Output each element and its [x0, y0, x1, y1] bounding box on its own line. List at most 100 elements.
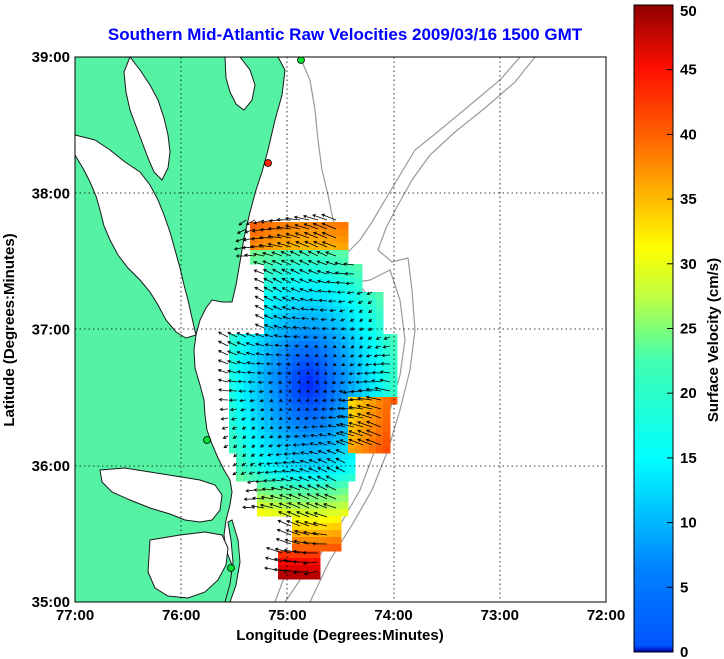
- velocity-vector: [332, 362, 337, 366]
- velocity-cell: [264, 348, 272, 356]
- velocity-vector: [293, 539, 310, 545]
- velocity-cell: [229, 376, 237, 384]
- velocity-vector: [217, 368, 229, 374]
- velocity-cell: [313, 292, 321, 300]
- velocity-vector: [276, 241, 292, 248]
- velocity-cell: [236, 432, 244, 440]
- y-tick-label: 39:00: [32, 49, 70, 66]
- velocity-cell: [355, 327, 363, 335]
- velocity-cell: [264, 453, 272, 461]
- velocity-cell: [327, 355, 335, 363]
- velocity-cell: [383, 432, 391, 440]
- velocity-cell: [271, 439, 279, 447]
- velocity-cell: [341, 502, 349, 510]
- velocity-vector: [288, 493, 301, 500]
- velocity-vector: [290, 268, 301, 275]
- velocity-cell: [320, 390, 328, 398]
- velocity-vector: [261, 487, 274, 491]
- velocity-cell: [383, 355, 391, 363]
- velocity-cell: [278, 460, 286, 468]
- velocity-cell: [376, 411, 384, 419]
- velocity-vector: [314, 353, 319, 357]
- velocity-cell: [348, 264, 356, 272]
- velocity-vector: [309, 307, 319, 312]
- velocity-vector: [326, 280, 337, 284]
- velocity-cell: [271, 229, 279, 237]
- velocity-cell: [320, 313, 328, 321]
- velocity-cell: [390, 334, 398, 342]
- velocity-cell: [362, 320, 370, 328]
- velocity-cell: [271, 334, 279, 342]
- velocity-cell: [243, 348, 251, 356]
- velocity-vector: [320, 317, 328, 322]
- velocity-cell: [306, 334, 314, 342]
- velocity-vector: [288, 398, 292, 402]
- velocity-vector: [238, 219, 247, 226]
- velocity-vector: [251, 444, 256, 448]
- velocity-cell: [250, 348, 258, 356]
- velocity-cell: [327, 362, 335, 370]
- velocity-cell: [278, 418, 286, 426]
- velocity-cell: [299, 222, 307, 230]
- velocity-cell: [250, 355, 258, 363]
- velocity-vector: [292, 325, 301, 330]
- colorbar-tick-label: 20: [680, 385, 697, 402]
- velocity-cell: [313, 467, 321, 475]
- velocity-cell: [327, 264, 335, 272]
- velocity-vector: [260, 435, 265, 439]
- velocity-cell: [348, 369, 356, 377]
- velocity-vector: [323, 353, 328, 357]
- velocity-vector: [299, 269, 310, 275]
- velocity-cell: [320, 481, 328, 489]
- velocity-cell: [271, 320, 279, 328]
- velocity-cell: [257, 432, 265, 440]
- velocity-vector: [298, 259, 310, 266]
- velocity-vector: [296, 362, 301, 366]
- outer-banks: [224, 519, 241, 602]
- velocity-cell: [264, 397, 272, 405]
- velocity-vector: [280, 259, 292, 266]
- velocity-vector: [263, 295, 274, 302]
- velocity-vector: [302, 214, 319, 221]
- velocity-cell: [355, 397, 363, 405]
- velocity-vector: [357, 362, 364, 367]
- velocity-vector: [245, 351, 256, 356]
- velocity-cell: [264, 432, 272, 440]
- velocity-cell: [292, 390, 300, 398]
- velocity-cell: [334, 320, 342, 328]
- velocity-vector: [271, 260, 283, 266]
- velocity-vector: [217, 331, 229, 338]
- velocity-cell: [250, 229, 258, 237]
- velocity-cell: [236, 439, 244, 447]
- chesapeake-upper: [123, 57, 171, 181]
- velocity-vector: [357, 388, 373, 393]
- velocity-vector: [279, 485, 292, 491]
- velocity-cell: [250, 418, 258, 426]
- velocity-cell: [306, 404, 314, 412]
- velocity-cell: [355, 278, 363, 286]
- velocity-vector: [291, 316, 301, 320]
- x-tick-label: 73:00: [481, 607, 519, 624]
- velocity-cell: [250, 411, 258, 419]
- velocity-vector: [366, 345, 373, 349]
- velocity-vector: [258, 389, 265, 394]
- velocity-cell: [306, 292, 314, 300]
- velocity-cell: [271, 292, 279, 300]
- velocity-cell: [327, 411, 335, 419]
- radar-site-marker: [297, 57, 305, 64]
- velocity-vector: [242, 505, 256, 510]
- velocity-cell: [278, 348, 286, 356]
- velocity-vector: [297, 380, 301, 384]
- velocity-vector: [349, 389, 364, 394]
- velocity-vector: [329, 308, 337, 313]
- velocity-cell: [285, 453, 293, 461]
- velocity-vector: [374, 345, 382, 349]
- velocity-cell: [320, 523, 328, 531]
- velocity-vector: [235, 237, 247, 243]
- velocity-vector: [232, 471, 238, 476]
- velocity-cell: [369, 425, 377, 433]
- velocity-cell: [383, 446, 391, 454]
- velocity-vector: [295, 416, 301, 421]
- velocity-cell: [341, 453, 349, 461]
- velocity-vector: [358, 309, 364, 313]
